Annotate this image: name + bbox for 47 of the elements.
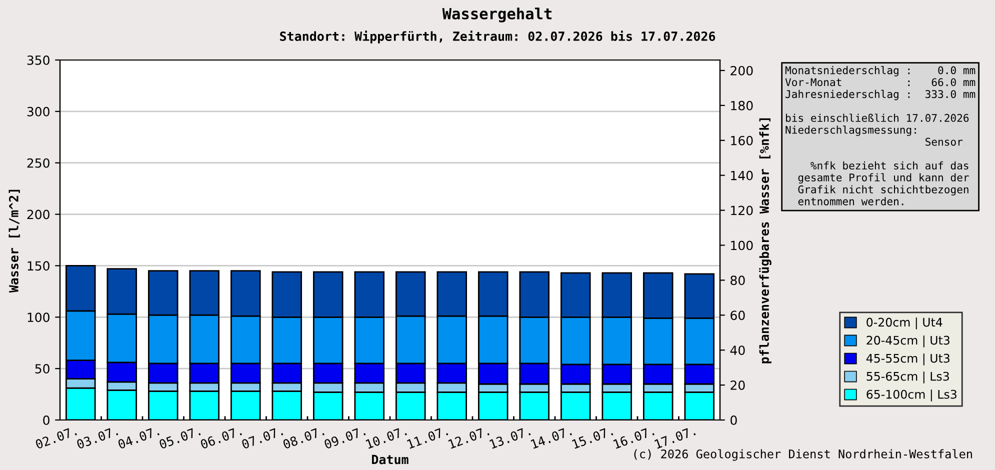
chart-subtitle: Standort: Wipperfürth, Zeitraum: 02.07.2026 bis 17.07.2026 bbox=[280, 30, 716, 44]
y-tick-label: 150 bbox=[28, 261, 50, 271]
y2-tick-label: 100 bbox=[731, 240, 753, 250]
legend-label: 55-65cm | Ls3 bbox=[866, 372, 949, 384]
x-tick-label: 04.07. bbox=[117, 426, 160, 450]
y-tick-label: 0 bbox=[43, 415, 50, 425]
x-tick-label: 13.07. bbox=[489, 426, 531, 449]
y2-tick-label: 0 bbox=[730, 415, 737, 425]
y-tick-label: 50 bbox=[35, 364, 50, 374]
y2-tick-label: 40 bbox=[730, 346, 745, 356]
y2-tick-label: 160 bbox=[731, 136, 753, 146]
legend-label: 20-45cm | Ut3 bbox=[866, 336, 950, 348]
y-axis-title: Wasser [l/m^2] bbox=[8, 190, 20, 293]
x-tick-label: 07.07. bbox=[241, 426, 284, 450]
y2-tick-label: 60 bbox=[730, 310, 745, 320]
text: Monatsniederschlag : 0.0 mm Vor-Monat : 66.0 mm Jahresniederschlag : 333.0 mm bis einschließlich 17.07.2026 Niederschlagsmessung: Sensor %nfk bezieht sich auf das gesamte Profil und kann der Grafik nicht schichtbezogen entnommen werden. bbox=[785, 66, 976, 206]
x-tick-label: 09.07. bbox=[324, 426, 366, 450]
x-axis-title: Datum bbox=[372, 454, 408, 464]
x-tick-label: 10.07. bbox=[366, 426, 407, 449]
y2-tick-label: 80 bbox=[730, 276, 745, 286]
x-tick-label: 11.07. bbox=[406, 426, 448, 449]
y2-tick-label: 120 bbox=[731, 206, 753, 216]
text: (c) 2026 Geologischer Dienst Nordrhein-Westfalen bbox=[634, 449, 972, 461]
x-tick-label: 08.07. bbox=[282, 426, 324, 450]
legend-label: 45-55cm | Ut3 bbox=[866, 354, 950, 366]
x-tick-label: 05.07. bbox=[158, 426, 201, 450]
y-tick-label: 200 bbox=[27, 210, 50, 220]
y2-tick-label: 180 bbox=[731, 100, 753, 110]
y-tick-label: 250 bbox=[27, 158, 50, 168]
x-tick-label: 15.07. bbox=[572, 426, 614, 449]
x-tick-label: 14.07. bbox=[530, 426, 572, 449]
x-tick-label: 12.07. bbox=[448, 426, 490, 449]
x-tick-label: 16.07. bbox=[613, 426, 654, 449]
y2-tick-label: 140 bbox=[731, 170, 753, 180]
y2-tick-label: 20 bbox=[730, 380, 745, 390]
x-tick-label: 17.07. bbox=[654, 426, 696, 449]
x-tick-label: 06.07. bbox=[200, 426, 242, 450]
chart-title: Wassergehalt bbox=[442, 8, 552, 22]
y-tick-label: 300 bbox=[27, 106, 50, 116]
y2-tick-label: 200 bbox=[730, 66, 753, 76]
x-tick-label: 03.07. bbox=[76, 426, 118, 450]
legend-label: 0-20cm | Ut4 bbox=[866, 318, 942, 330]
x-tick-label: 02.07. bbox=[34, 426, 77, 450]
y-tick-label: 100 bbox=[28, 312, 50, 322]
legend-label: 65-100cm | Ls3 bbox=[866, 390, 956, 402]
y-tick-label: 350 bbox=[27, 55, 50, 65]
y2-axis-title: pflanzenverfügbares Wasser [%nfk] bbox=[759, 118, 772, 364]
